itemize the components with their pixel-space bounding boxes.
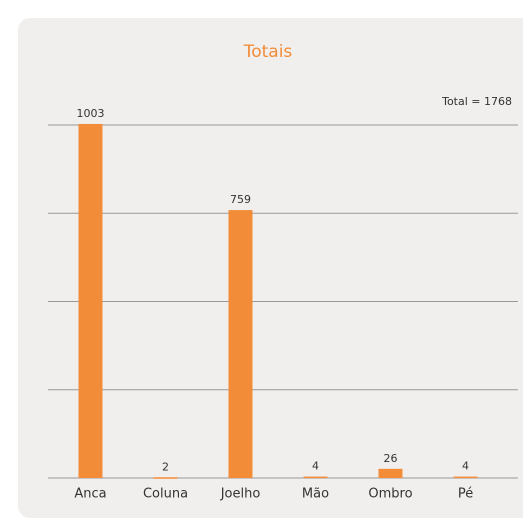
x-tick-label: Mão	[302, 487, 329, 502]
bar	[378, 468, 403, 478]
x-tick-label: Anca	[74, 487, 106, 502]
x-tick-label: Ombro	[368, 487, 412, 502]
value-label: 2	[162, 460, 169, 473]
x-tick-label: Joelho	[220, 487, 261, 502]
value-label: 4	[462, 460, 469, 473]
bar	[303, 476, 328, 479]
card	[18, 18, 523, 518]
value-label: 26	[384, 452, 398, 465]
bar	[228, 210, 253, 478]
value-label: 4	[312, 460, 319, 473]
chart-title: Totais	[243, 42, 293, 62]
bar	[453, 476, 478, 479]
x-tick-label: Pé	[458, 487, 473, 502]
bar	[78, 123, 103, 478]
annotation: Total = 1768	[441, 95, 512, 108]
value-label: 759	[230, 193, 251, 206]
x-tick-label: Coluna	[143, 487, 188, 502]
value-label: 1003	[77, 107, 105, 120]
bar	[153, 477, 178, 479]
